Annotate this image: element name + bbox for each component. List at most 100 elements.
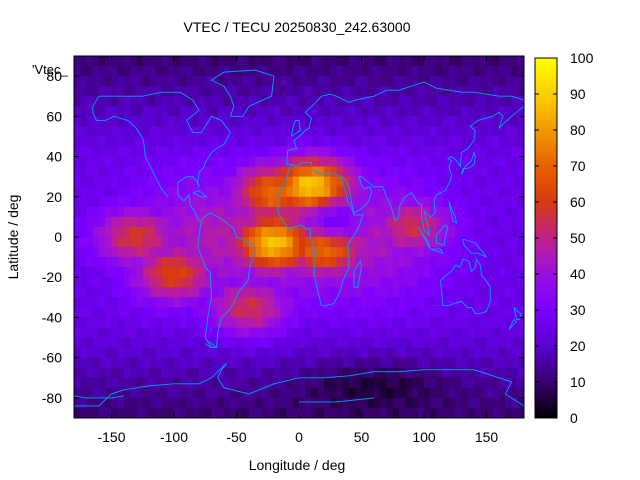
heatmap-cell — [180, 96, 188, 107]
heatmap-cell — [399, 216, 406, 228]
heatmap-cell — [405, 267, 413, 278]
heatmap-cell — [86, 377, 94, 389]
heatmap-cell — [436, 56, 444, 67]
heatmap-cell — [80, 156, 88, 168]
heatmap-cell — [305, 377, 313, 389]
heatmap-cell — [336, 357, 344, 369]
heatmap-cell — [167, 247, 175, 258]
heatmap-cell — [111, 297, 119, 308]
heatmap-cell — [161, 257, 169, 268]
heatmap-cell — [424, 277, 431, 288]
heatmap-cell — [361, 387, 369, 399]
heatmap-cell — [167, 347, 175, 359]
heatmap-cell — [224, 267, 231, 278]
heatmap-cell — [324, 76, 331, 87]
heatmap-cell — [161, 407, 169, 418]
heatmap-cell — [511, 257, 519, 268]
heatmap-cell — [442, 407, 450, 418]
heatmap-cell — [105, 186, 113, 198]
heatmap-cell — [86, 277, 94, 288]
heatmap-cell — [411, 196, 419, 208]
heatmap-cell — [342, 196, 350, 208]
heatmap-cell — [292, 96, 300, 107]
heatmap-cell — [399, 176, 406, 188]
heatmap-cell — [392, 76, 400, 87]
heatmap-cell — [249, 226, 256, 238]
heatmap-cell — [211, 216, 219, 228]
heatmap-cell — [336, 367, 344, 379]
heatmap-cell — [136, 166, 144, 178]
heatmap-cell — [230, 196, 238, 208]
heatmap-cell — [267, 66, 275, 77]
heatmap-cell — [480, 267, 488, 278]
heatmap-cell — [430, 186, 438, 198]
heatmap-cell — [292, 337, 300, 349]
heatmap-cell — [367, 126, 375, 138]
heatmap-cell — [80, 216, 88, 228]
heatmap-cell — [480, 337, 488, 349]
heatmap-cell — [130, 226, 138, 238]
heatmap-cell — [161, 116, 169, 127]
heatmap-cell — [399, 277, 406, 288]
heatmap-cell — [505, 327, 513, 339]
heatmap-cell — [180, 277, 188, 288]
heatmap-cell — [492, 156, 500, 168]
heatmap-cell — [249, 377, 256, 389]
heatmap-cell — [342, 307, 350, 319]
heatmap-cell — [449, 277, 456, 288]
coastline — [205, 341, 218, 349]
heatmap-cell — [230, 186, 238, 198]
heatmap-cell — [267, 407, 275, 418]
heatmap-cell — [124, 277, 131, 288]
heatmap-cell — [130, 367, 138, 379]
heatmap-cell — [117, 237, 125, 248]
heatmap-cell — [180, 287, 188, 298]
heatmap-cell — [255, 216, 263, 228]
heatmap-cell — [505, 226, 513, 238]
heatmap-cell — [461, 337, 469, 349]
heatmap-cell — [267, 317, 275, 329]
heatmap-cell — [361, 267, 369, 278]
heatmap-cell — [330, 357, 338, 369]
heatmap-cell — [305, 176, 313, 188]
heatmap-cell — [330, 247, 338, 258]
heatmap-cell — [367, 146, 375, 158]
heatmap-cell — [299, 257, 306, 268]
heatmap-cell — [117, 337, 125, 349]
heatmap-cell — [286, 247, 294, 258]
heatmap-cell — [292, 297, 300, 308]
heatmap-cell — [180, 196, 188, 208]
heatmap-cell — [105, 367, 113, 379]
heatmap-cell — [399, 357, 406, 369]
heatmap-cell — [392, 66, 400, 77]
heatmap-cell — [330, 76, 338, 87]
heatmap-cell — [324, 347, 331, 359]
heatmap-cell — [286, 377, 294, 389]
heatmap-cell — [299, 347, 306, 359]
heatmap-cell — [161, 76, 169, 87]
coastline — [74, 395, 87, 399]
heatmap-cell — [199, 86, 206, 97]
heatmap-cell — [411, 226, 419, 238]
heatmap-cell — [417, 337, 425, 349]
heatmap-cell — [205, 226, 213, 238]
heatmap-cell — [186, 357, 194, 369]
heatmap-cell — [130, 156, 138, 168]
heatmap-cell — [124, 347, 131, 359]
heatmap-cell — [224, 206, 231, 218]
heatmap-cell — [386, 136, 394, 148]
heatmap-cell — [317, 387, 325, 399]
heatmap-cell — [430, 126, 438, 138]
heatmap-cell — [474, 96, 481, 107]
heatmap-cell — [367, 116, 375, 127]
heatmap-cell — [499, 196, 506, 208]
heatmap-cell — [480, 196, 488, 208]
heatmap-cell — [480, 106, 488, 117]
heatmap-cell — [130, 377, 138, 389]
heatmap-cell — [424, 146, 431, 158]
heatmap-cell — [161, 66, 169, 77]
heatmap-cell — [149, 206, 156, 218]
heatmap-cell — [511, 397, 519, 409]
heatmap-cell — [224, 216, 231, 228]
heatmap-cell — [342, 387, 350, 399]
